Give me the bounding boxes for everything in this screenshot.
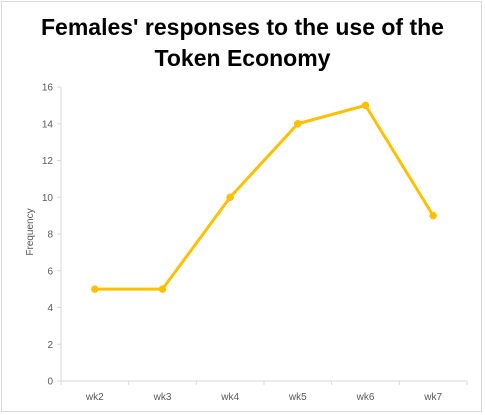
x-tick-label: wk5 bbox=[288, 392, 307, 403]
x-tick-label: wk6 bbox=[356, 392, 375, 403]
y-tick-label: 4 bbox=[47, 303, 53, 314]
data-point bbox=[226, 193, 234, 202]
y-axis-label: Frequency bbox=[25, 208, 36, 255]
x-tick-label: wk7 bbox=[423, 392, 442, 403]
y-tick-label: 8 bbox=[47, 230, 53, 241]
series-polyline bbox=[94, 103, 435, 291]
series-line bbox=[94, 103, 435, 291]
y-tick-label: 2 bbox=[47, 340, 53, 351]
x-tick-label: wk4 bbox=[220, 392, 239, 403]
data-point bbox=[361, 101, 370, 110]
data-point bbox=[429, 211, 437, 220]
chart-title-line-2: Token Economy bbox=[154, 45, 331, 71]
y-axis-ticks: 0 2 4 6 8 10 12 14 16 bbox=[42, 83, 61, 388]
data-point bbox=[91, 285, 99, 293]
series-points bbox=[91, 101, 437, 293]
chart-title-line-1: Females' responses to the use of the bbox=[41, 14, 444, 40]
y-tick-label: 16 bbox=[42, 83, 54, 94]
x-axis-ticks: wk2 wk3 wk4 wk5 wk6 wk7 bbox=[60, 381, 468, 403]
y-tick-label: 0 bbox=[47, 377, 53, 388]
chart-axes bbox=[60, 87, 467, 382]
data-point bbox=[158, 285, 167, 293]
data-point bbox=[294, 119, 302, 128]
chart-title: Females' responses to the use of the Tok… bbox=[0, 12, 485, 74]
y-tick-label: 6 bbox=[47, 266, 53, 277]
y-tick-label: 14 bbox=[42, 119, 54, 130]
x-tick-label: wk3 bbox=[153, 392, 172, 403]
y-tick-label: 10 bbox=[42, 193, 54, 204]
x-tick-label: wk2 bbox=[85, 392, 104, 403]
y-tick-label: 12 bbox=[42, 156, 54, 167]
